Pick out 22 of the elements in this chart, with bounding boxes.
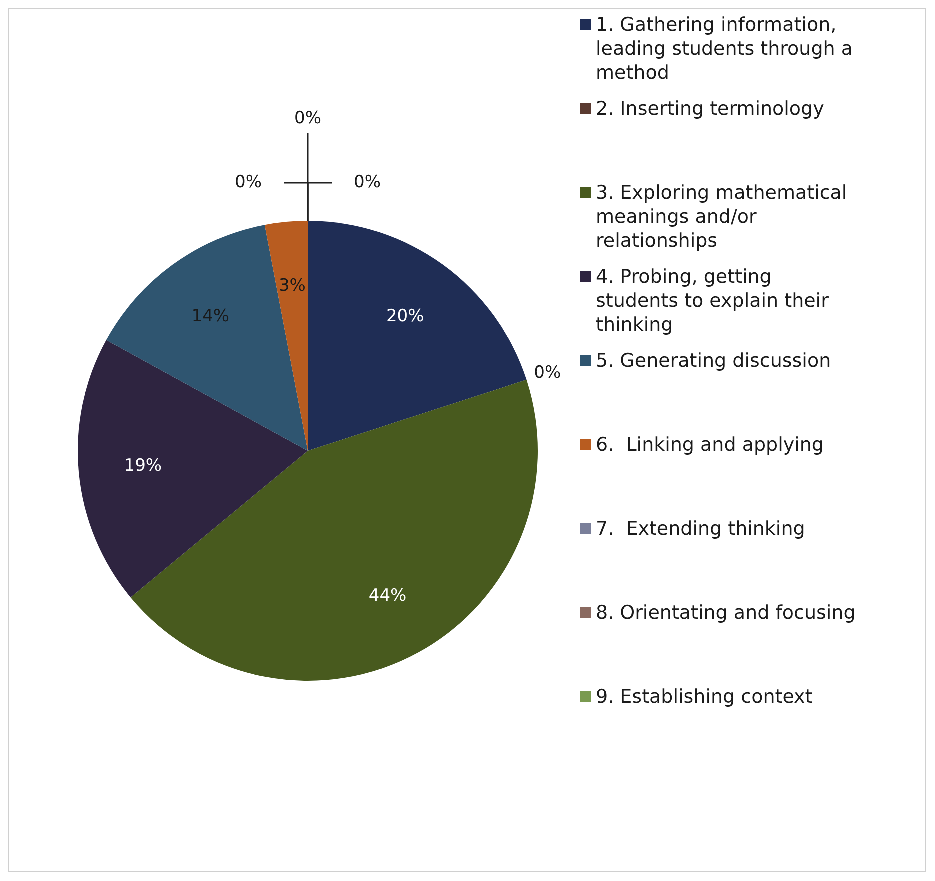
legend-label: 4. Probing, getting students to explain their thinking [596,266,830,336]
pie-slice [106,225,308,451]
legend-label: 2. Inserting terminology [596,98,824,120]
data-label: 14% [192,306,230,327]
data-label: 3% [278,276,306,296]
legend-label: 8. Orientating and focusing [596,602,856,624]
text: 0% [354,172,381,193]
legend-label: 3. Exploring mathematical meanings and/or relationships [596,182,848,252]
legend-label: 6. Linking and applying [596,434,824,456]
legend-label: 5. Generating discussion [596,350,832,372]
data-label: 19% [124,456,162,476]
text: 0% [235,172,262,193]
legend-label: 9. Establishing context [596,686,813,708]
legend-label: 7. Extending thinking [596,518,806,540]
text: 0% [294,108,322,129]
pie-slice [78,340,308,598]
text: 0% [534,362,562,383]
pie-slice [308,221,527,451]
data-label: 44% [368,586,407,606]
data-label: 20% [386,306,424,327]
legend-label: 1. Gathering information, leading students through a method [596,14,854,84]
pie-slice [264,221,308,451]
